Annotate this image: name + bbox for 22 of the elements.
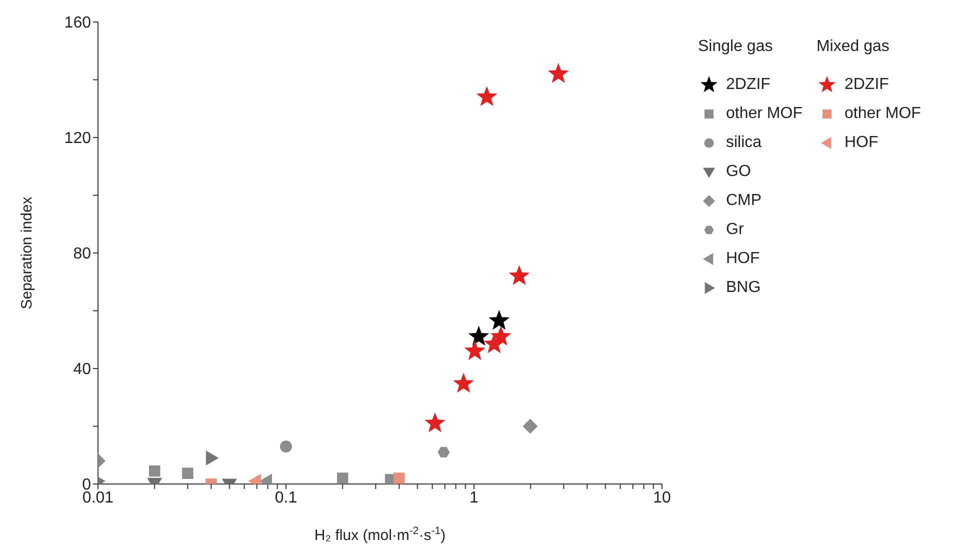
legend-label: silica xyxy=(726,134,762,152)
text: Mixed gas xyxy=(816,38,890,56)
legend-label: Gr xyxy=(726,220,744,238)
legend-label: other MOF xyxy=(844,104,921,122)
y-axis-title: Separation index xyxy=(18,196,36,310)
x-tick-label: 10 xyxy=(653,489,671,506)
y-tick-label: 40 xyxy=(73,361,92,378)
x-tick-label: 0.1 xyxy=(274,489,298,506)
legend-label: 2DZIF xyxy=(726,76,770,94)
legend-label: GO xyxy=(726,162,751,180)
y-tick-label: 160 xyxy=(64,14,92,32)
legend-label: HOF xyxy=(844,134,878,152)
legend-label: HOF xyxy=(726,250,760,268)
x-tick-label: 1 xyxy=(470,489,479,506)
legend-label: BNG xyxy=(726,278,761,296)
legend-label: 2DZIF xyxy=(844,76,889,94)
legend-label: CMP xyxy=(726,192,762,210)
y-tick-label: 80 xyxy=(73,246,92,263)
legend-label: other MOF xyxy=(726,104,802,122)
y-tick-label: 120 xyxy=(64,130,92,148)
x-axis-title: H₂ flux (mol·m$^{-2}$·s$^{-1}$) xyxy=(314,525,446,544)
legend-title: Single gas xyxy=(698,38,774,56)
